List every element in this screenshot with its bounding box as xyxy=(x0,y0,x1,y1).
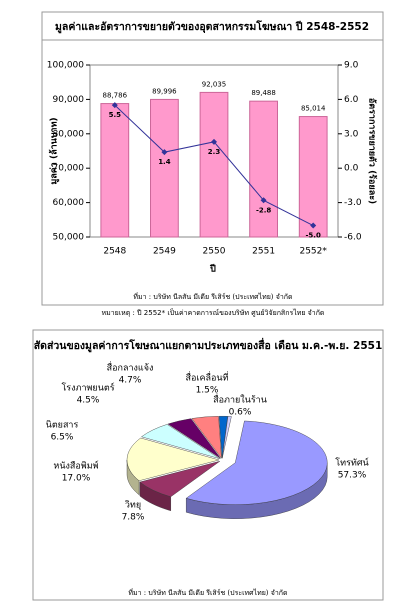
y2-tick-label: -6.0 xyxy=(344,233,362,243)
y2-tick-label: -3.0 xyxy=(344,198,362,208)
pie-value-label: 17.0% xyxy=(62,474,91,484)
pie-label: สื่อเคลื่อนที่ xyxy=(185,371,228,384)
pie-slice xyxy=(139,461,220,497)
line-value-label: 5.5 xyxy=(109,111,122,119)
pie-label: หนังสือพิมพ์ xyxy=(53,460,98,472)
bar xyxy=(100,103,130,238)
x-tick-label: 2551 xyxy=(252,247,275,257)
pie-slice xyxy=(191,416,222,459)
bar xyxy=(199,91,229,238)
pie-value-label: 4.5% xyxy=(77,396,100,406)
pie-label: โทรทัศน์ xyxy=(335,457,368,469)
chart-title: สัดส่วนของมูลค่าการโฆษณาแยกตามประเภทของส… xyxy=(34,337,383,353)
y-tick-label: 80,000 xyxy=(53,129,85,139)
bar-value-label: 92,035 xyxy=(202,80,227,88)
line-value-label: -2.8 xyxy=(256,206,271,214)
bar-value-label: 85,014 xyxy=(301,105,326,113)
pie-slice xyxy=(167,418,221,459)
bar xyxy=(150,98,179,238)
pie-label: สื่อกลางแจ้ง xyxy=(107,361,154,374)
line-marker xyxy=(260,197,267,204)
pie-label: วิทยุ xyxy=(125,500,141,511)
pie-value-label: 0.6% xyxy=(229,408,252,418)
line-value-label: 2.3 xyxy=(208,148,221,156)
y-tick-label: 90,000 xyxy=(53,95,85,105)
y2-tick-label: 3.0 xyxy=(344,129,359,139)
line-value-label: -5.0 xyxy=(306,232,321,240)
y2-tick-label: 6.0 xyxy=(344,95,359,105)
source: ที่มา : บริษัท นีลสัน มีเดีย รีเสิร์ช (ป… xyxy=(133,292,292,301)
x-tick-label: 2548 xyxy=(103,247,126,257)
bar xyxy=(298,116,328,238)
pie-label: โรงภาพยนตร์ xyxy=(61,382,114,394)
bar xyxy=(249,100,278,238)
x-axis-label: ปี xyxy=(209,264,216,275)
y2-tick-label: 0.0 xyxy=(344,164,359,174)
pie-value-label: 4.7% xyxy=(119,376,142,386)
bar-value-label: 89,996 xyxy=(152,87,177,95)
line-marker xyxy=(211,138,217,145)
y-tick-label: 60,000 xyxy=(53,198,85,208)
line-marker xyxy=(161,149,168,156)
x-tick-label: 2552* xyxy=(299,247,327,257)
line-marker xyxy=(310,222,317,229)
y-tick-label: 50,000 xyxy=(53,233,85,243)
pie-value-label: 6.5% xyxy=(51,433,74,443)
y2-axis-label: อัตราการขยายตัว (ร้อยละ) xyxy=(367,98,378,204)
pie-slice xyxy=(140,424,220,459)
pie-value-label: 7.8% xyxy=(122,513,145,523)
y2-tick-label: 9.0 xyxy=(344,61,359,71)
y-axis-label: มูลค่า (ล้านบาท) xyxy=(49,117,60,184)
y-tick-label: 100,000 xyxy=(47,61,84,71)
pie-value-label: 1.5% xyxy=(196,386,219,396)
chart-title: มูลค่าและอัตราการขยายตัวของอุตสาหกรรมโฆษ… xyxy=(55,20,369,34)
source: ที่มา : บริษัท นีลสัน มีเดีย รีเสิร์ช (ป… xyxy=(128,588,287,597)
x-tick-label: 2549 xyxy=(153,247,176,257)
pie-label: นิตยสาร xyxy=(46,420,79,431)
pie-slice xyxy=(185,420,328,505)
pie-label: สื่อภายในร้าน xyxy=(213,393,267,406)
pie-slice xyxy=(126,437,220,481)
y-tick-label: 70,000 xyxy=(53,164,85,174)
line-marker xyxy=(111,102,118,109)
bar-value-label: 88,786 xyxy=(103,92,128,100)
x-tick-label: 2550 xyxy=(203,247,226,257)
note: หมายเหตุ : ปี 2552* เป็นค่าคาดการณ์ของบร… xyxy=(102,308,325,317)
line-value-label: 1.4 xyxy=(158,158,171,166)
pie-slice xyxy=(222,416,232,459)
bar-value-label: 89,488 xyxy=(251,89,276,97)
pie-value-label: 57.3% xyxy=(338,471,367,481)
